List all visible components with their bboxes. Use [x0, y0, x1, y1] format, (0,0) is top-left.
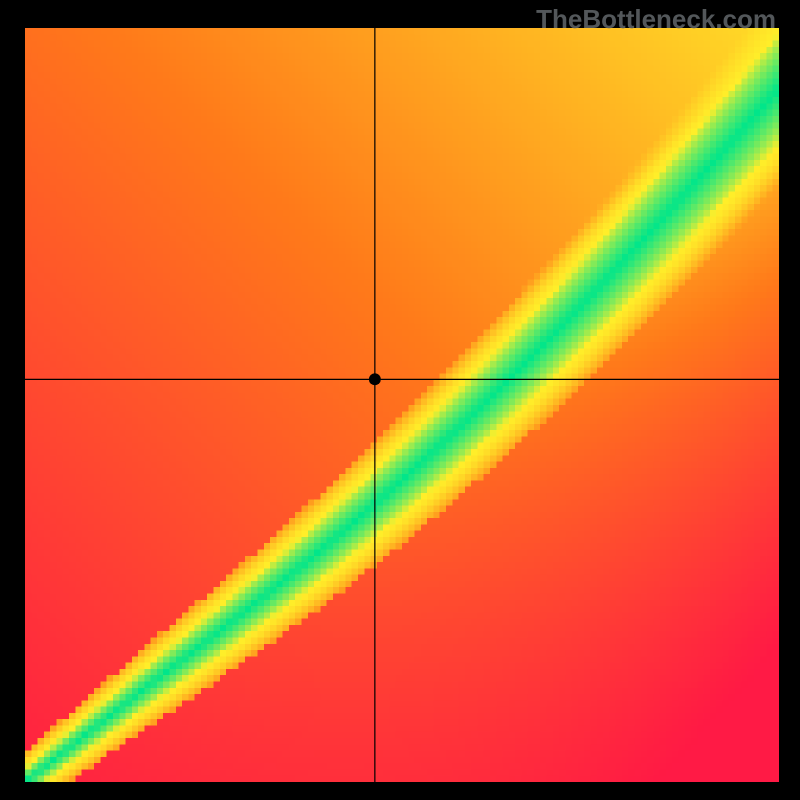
watermark-text: TheBottleneck.com	[536, 4, 776, 35]
crosshair-canvas	[0, 0, 800, 800]
chart-root: TheBottleneck.com	[0, 0, 800, 800]
